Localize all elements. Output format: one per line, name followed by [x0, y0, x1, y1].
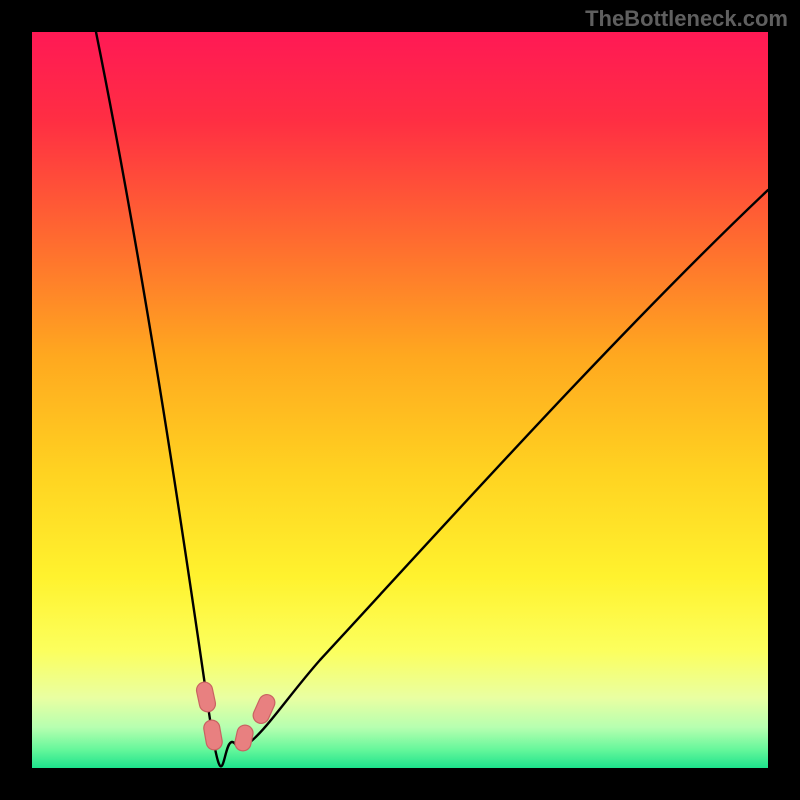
black-background: [0, 0, 800, 800]
figure-root: TheBottleneck.com: [0, 0, 800, 800]
branding-text: TheBottleneck.com: [585, 6, 788, 32]
